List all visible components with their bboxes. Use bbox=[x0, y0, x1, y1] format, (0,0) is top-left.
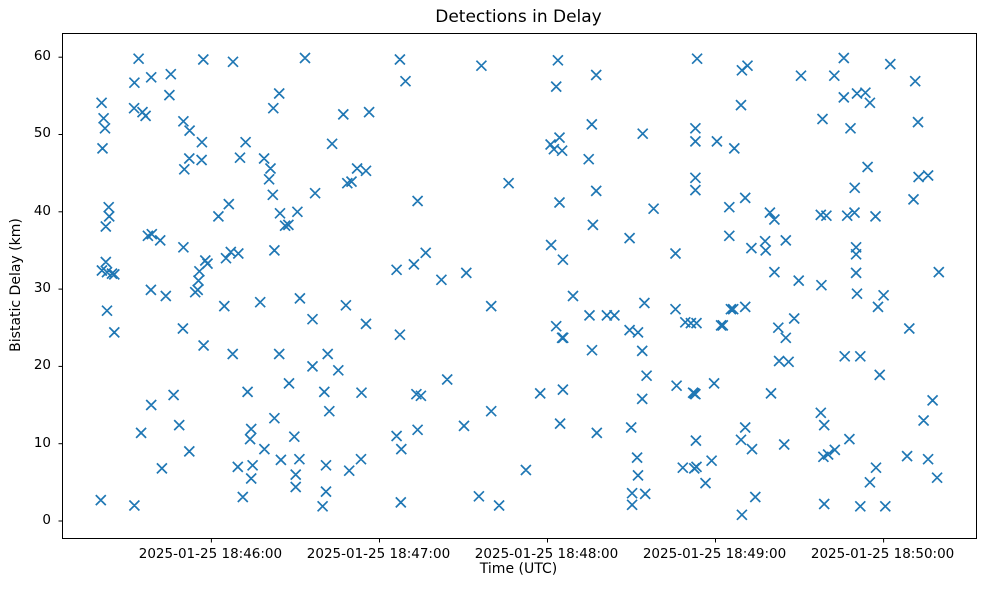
x-tick-label: 2025-01-25 18:47:00 bbox=[306, 546, 451, 562]
x-axis-label: Time (UTC) bbox=[479, 561, 558, 577]
plot-area bbox=[58, 33, 977, 543]
scatter-points bbox=[95, 52, 945, 521]
x-tick-label: 2025-01-25 18:49:00 bbox=[642, 546, 787, 562]
y-tick-label: 0 bbox=[42, 511, 51, 528]
y-tick-label: 20 bbox=[33, 357, 51, 374]
y-tick-label: 30 bbox=[33, 280, 51, 297]
y-tick-label: 40 bbox=[33, 202, 51, 219]
scatter-svg bbox=[58, 52, 945, 543]
y-tick-label: 60 bbox=[33, 48, 51, 65]
x-tick-label: 2025-01-25 18:46:00 bbox=[138, 546, 283, 562]
axis-tick-marks bbox=[58, 56, 885, 543]
y-tick-label: 10 bbox=[33, 434, 51, 451]
x-tick-label: 2025-01-25 18:50:00 bbox=[810, 546, 955, 562]
chart-title: Detections in Delay bbox=[435, 7, 602, 27]
y-tick-label: 50 bbox=[33, 125, 51, 142]
x-tick-label: 2025-01-25 18:48:00 bbox=[474, 546, 619, 562]
